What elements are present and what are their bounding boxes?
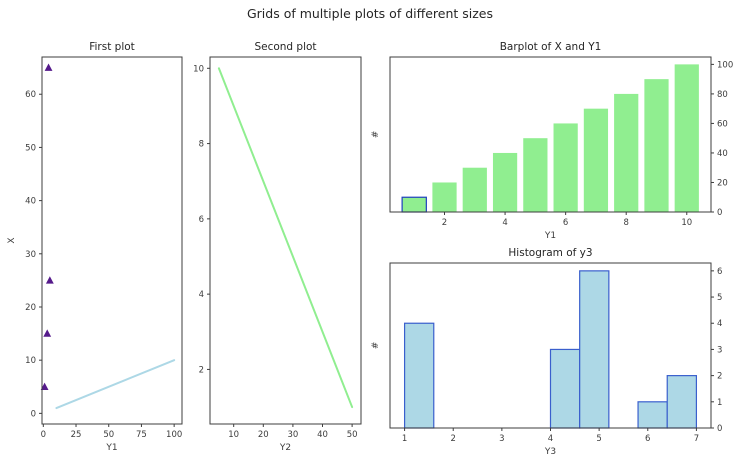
x-tick-label: 2 — [442, 218, 447, 228]
x-tick-label: 8 — [623, 218, 628, 228]
x-tick-label: 6 — [645, 434, 650, 444]
y-tick-label: 6 — [717, 267, 722, 277]
scatter-marker — [45, 276, 54, 284]
x-tick-label: 2 — [451, 434, 456, 444]
y-tick-label: 80 — [717, 90, 728, 100]
x-tick-label: 100 — [166, 430, 182, 440]
histogram-y3: 1 2 3 4 5 6 7 0 1 2 3 4 5 6 Histogram of y3 Y3 # — [371, 247, 722, 457]
second-plot: 10 20 30 40 50 2 4 6 8 10 Second plot Y2 — [193, 41, 362, 453]
x-tick-label: 1 — [402, 434, 407, 444]
bar — [432, 182, 457, 212]
scatter-marker — [40, 382, 49, 390]
x-tick-label: 75 — [136, 430, 147, 440]
bar — [614, 93, 639, 212]
x-tick-label: 3 — [499, 434, 504, 444]
y-tick-label: 0 — [31, 409, 36, 419]
y-tick-label: 30 — [25, 250, 36, 260]
y-tick-label: 1 — [717, 398, 722, 408]
y-tick-label: 60 — [717, 119, 728, 129]
y-tick-label: 10 — [193, 64, 204, 74]
y-tick-label: 4 — [199, 290, 204, 300]
bar — [583, 108, 609, 212]
first-plot: 0 25 50 75 100 0 10 20 30 40 50 60 First plot Y1 X — [7, 41, 183, 453]
x-tick-label: 20 — [258, 430, 269, 440]
x-tick-label: 0 — [41, 430, 46, 440]
plot-title: Histogram of y3 — [508, 247, 592, 259]
y-axis-label: # — [371, 131, 381, 139]
plot-title: First plot — [89, 41, 135, 53]
axes-frame — [41, 56, 183, 425]
y-tick-label: 0 — [717, 208, 722, 218]
line-series — [55, 359, 176, 410]
y-tick-label: 10 — [25, 356, 36, 366]
bar — [674, 64, 699, 212]
x-axis-label: Y1 — [105, 443, 117, 453]
y-tick-label: 4 — [717, 319, 722, 329]
hist-bar — [549, 348, 581, 429]
bar — [644, 79, 669, 213]
bar — [492, 152, 518, 212]
x-tick-label: 25 — [71, 430, 82, 440]
bar — [553, 123, 578, 212]
x-tick-label: 40 — [317, 430, 328, 440]
figure-title: Grids of multiple plots of different siz… — [246, 6, 494, 21]
x-axis-label: Y3 — [544, 447, 556, 457]
y-tick-label: 2 — [717, 372, 722, 382]
x-axis-label: Y2 — [279, 443, 291, 453]
y-tick-label: 3 — [717, 345, 722, 355]
x-tick-label: 50 — [347, 430, 358, 440]
plot-title: Barplot of X and Y1 — [500, 41, 602, 53]
scatter-marker — [44, 63, 53, 71]
axes-frame — [209, 56, 362, 425]
y-tick-label: 40 — [717, 149, 728, 159]
hist-bar — [579, 270, 610, 429]
y-tick-label: 8 — [199, 140, 204, 150]
x-tick-label: 10 — [228, 430, 239, 440]
y-axis-label: X — [7, 237, 17, 243]
scatter-marker — [43, 329, 52, 337]
y-tick-label: 6 — [199, 215, 204, 225]
y-tick-label: 100 — [717, 60, 733, 70]
bar — [523, 138, 548, 212]
x-tick-label: 4 — [548, 434, 553, 444]
axes-frame — [389, 56, 712, 213]
x-tick-label: 5 — [596, 434, 601, 444]
hist-bar — [403, 322, 435, 429]
y-tick-label: 50 — [25, 143, 36, 153]
y-tick-label: 0 — [717, 424, 722, 434]
plot-title: Second plot — [254, 41, 316, 53]
x-tick-label: 6 — [563, 218, 568, 228]
x-tick-label: 10 — [681, 218, 692, 228]
y-axis-label: # — [371, 342, 381, 350]
x-tick-label: 4 — [502, 218, 507, 228]
y-tick-label: 20 — [25, 303, 36, 313]
x-axis-label: Y1 — [544, 231, 556, 241]
hist-bar — [637, 401, 668, 429]
y-tick-label: 2 — [199, 365, 204, 375]
y-tick-label: 40 — [25, 197, 36, 207]
x-tick-label: 30 — [287, 430, 298, 440]
x-tick-label: 7 — [694, 434, 699, 444]
y-tick-label: 5 — [717, 293, 722, 303]
y-tick-label: 20 — [717, 178, 728, 188]
line-series — [217, 67, 354, 409]
y-tick-label: 60 — [25, 90, 36, 100]
bar — [462, 167, 487, 212]
hist-bar — [666, 375, 698, 429]
bar — [401, 196, 427, 213]
x-tick-label: 50 — [103, 430, 114, 440]
